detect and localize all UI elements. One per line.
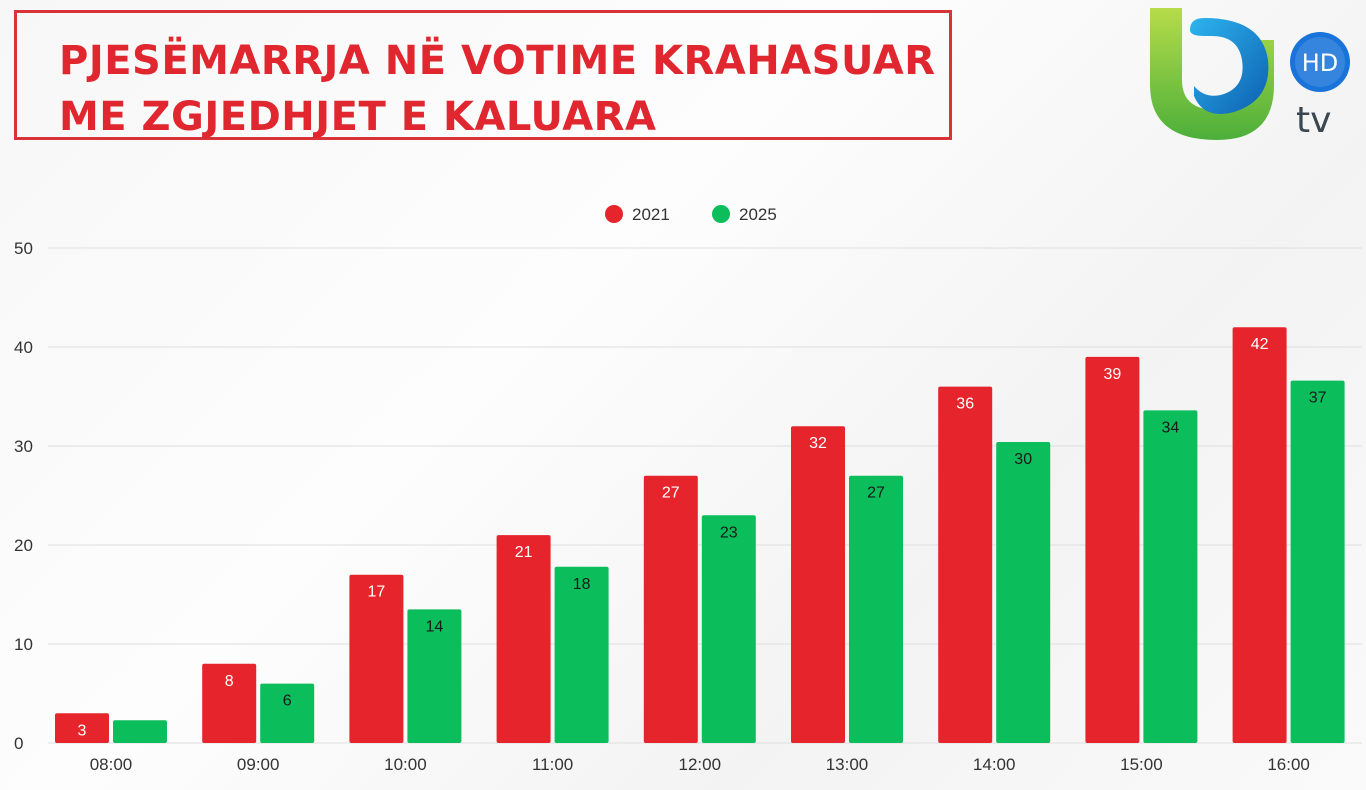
data-label-2021: 17 xyxy=(368,584,386,601)
tv-text: tv xyxy=(1296,100,1331,141)
x-tick-label: 10:00 xyxy=(384,755,427,774)
bar-2021-1600 xyxy=(1232,327,1287,743)
x-tick-label: 13:00 xyxy=(826,755,869,774)
bar-2021-1200 xyxy=(643,475,698,743)
bar-2025-1000 xyxy=(407,609,462,743)
hd-badge xyxy=(1290,32,1350,92)
bar-chart: 2021 2025 0 10 20 30 40 50 3 8 6 17 14 21 18 27 23 32 27… xyxy=(14,205,1362,774)
bar-2025-1500 xyxy=(1143,410,1198,743)
bar-2025-1600 xyxy=(1290,380,1345,743)
chart-legend: 2021 2025 xyxy=(605,205,777,224)
bar-2021-0900 xyxy=(202,663,257,743)
bar-2021-1500 xyxy=(1085,356,1140,743)
legend-label-2025: 2025 xyxy=(739,205,777,224)
data-label-2021: 27 xyxy=(662,485,680,502)
y-tick-label: 50 xyxy=(14,239,33,258)
data-labels: 3 8 6 17 14 21 18 27 23 32 27 36 30 39 34 42 37 xyxy=(78,336,1327,739)
bar-2025-0800 xyxy=(113,720,167,743)
legend-label-2021: 2021 xyxy=(632,205,670,224)
bar-2025-1300 xyxy=(849,475,903,743)
bar-2021-1000 xyxy=(349,574,404,743)
bar-2021-1300 xyxy=(791,426,845,743)
x-tick-label: 14:00 xyxy=(973,755,1016,774)
data-label-2021: 42 xyxy=(1251,336,1269,353)
data-label-2025: 14 xyxy=(426,618,444,635)
data-label-2021: 36 xyxy=(956,396,974,413)
hd-badge-text: HD xyxy=(1302,49,1339,77)
data-label-2025: 30 xyxy=(1014,451,1032,468)
bar-2021-1400 xyxy=(938,386,993,743)
title-box: PJESËMARRJA NË VOTIME KRAHASUAR ME ZGJED… xyxy=(14,10,952,140)
x-tick-label: 15:00 xyxy=(1120,755,1163,774)
logo-blue-shape xyxy=(1190,18,1269,114)
x-tick-label: 09:00 xyxy=(237,755,280,774)
data-label-2021: 21 xyxy=(515,544,533,561)
y-tick-label: 40 xyxy=(14,338,33,357)
bar-2025-1200 xyxy=(701,515,756,743)
chart-title-line-1: PJESËMARRJA NË VOTIME KRAHASUAR xyxy=(59,38,936,84)
y-tick-label: 20 xyxy=(14,536,33,555)
x-tick-label: 16:00 xyxy=(1267,755,1310,774)
legend-swatch-2025 xyxy=(712,205,730,223)
data-label-2021: 39 xyxy=(1104,366,1122,383)
data-label-2025: 23 xyxy=(720,524,738,541)
data-label-2021: 32 xyxy=(809,435,827,452)
x-tick-label: 11:00 xyxy=(532,755,573,774)
y-axis: 0 10 20 30 40 50 xyxy=(14,239,33,753)
chart-title-line-2: ME ZGJEDHJET E KALUARA xyxy=(59,94,657,140)
tv-logo: HD tv xyxy=(1150,8,1350,141)
legend-swatch-2021 xyxy=(605,205,623,223)
x-tick-label: 12:00 xyxy=(679,755,722,774)
bar-2021-1100 xyxy=(496,535,551,743)
bar-2025-1100 xyxy=(554,566,609,743)
data-label-2025: 18 xyxy=(573,576,591,593)
bar-2025-0900 xyxy=(260,683,315,743)
data-label-2025: 34 xyxy=(1162,419,1180,436)
y-tick-label: 0 xyxy=(14,734,23,753)
x-axis: 08:00 09:00 10:00 11:00 12:00 13:00 14:00 15:00… xyxy=(90,755,1310,774)
data-label-2025: 27 xyxy=(867,485,885,502)
data-label-2025: 6 xyxy=(283,693,292,710)
data-label-2021: 8 xyxy=(225,673,234,690)
bar-2021-0800 xyxy=(55,713,109,743)
data-label-2025: 37 xyxy=(1309,390,1327,407)
data-label-2021: 3 xyxy=(78,722,87,739)
x-tick-label: 08:00 xyxy=(90,755,133,774)
y-tick-label: 30 xyxy=(14,437,33,456)
bars xyxy=(55,327,1345,743)
y-tick-label: 10 xyxy=(14,635,33,654)
bar-2025-1400 xyxy=(996,442,1051,743)
